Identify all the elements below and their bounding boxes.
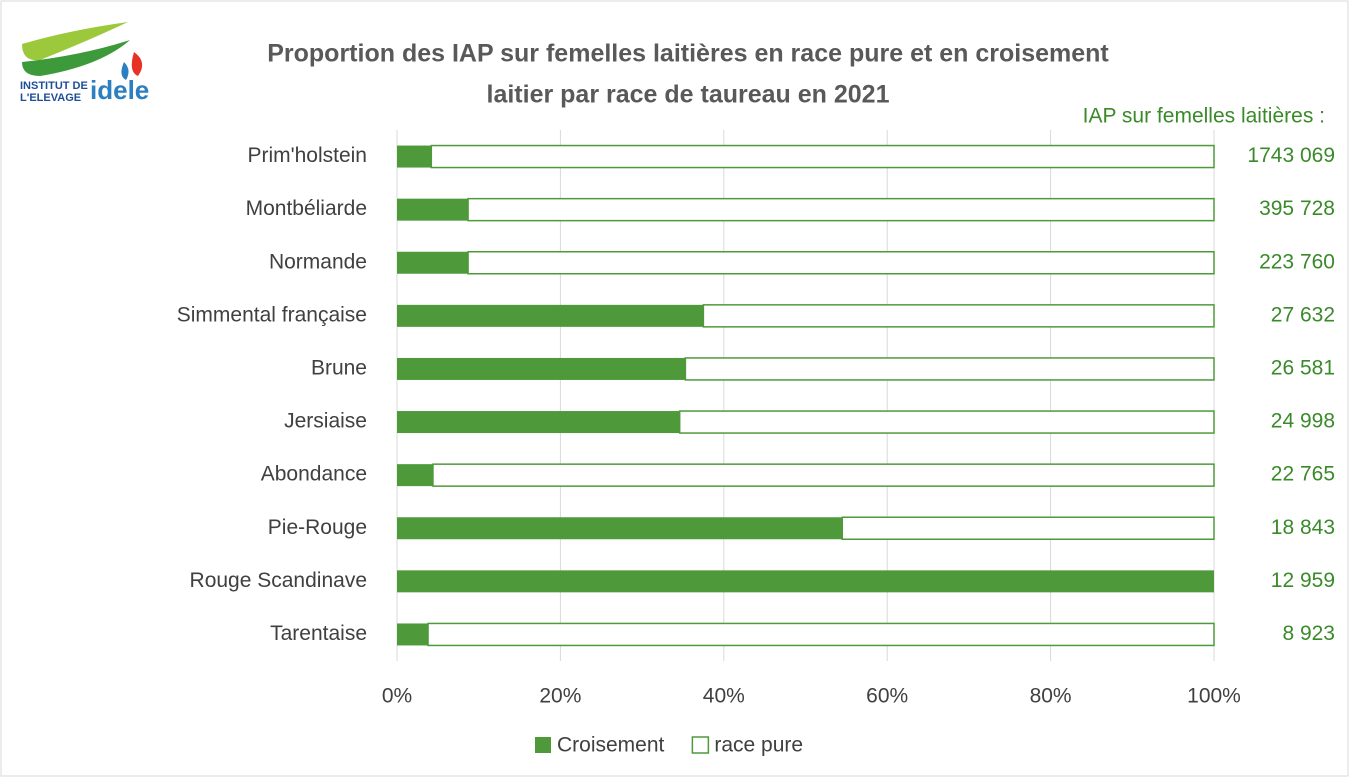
y-tick-label: Normande [269, 250, 367, 273]
total-label: 24 998 [1271, 410, 1335, 433]
total-label: 1743 069 [1247, 144, 1335, 167]
bar-segment [702, 304, 1215, 328]
bar-segment [397, 357, 686, 380]
x-tick-label: 40% [703, 685, 745, 708]
logo-drop [121, 62, 129, 80]
x-tick-label: 0% [382, 685, 412, 708]
y-tick-label: Jersiaise [284, 410, 367, 433]
bar-segment [397, 517, 843, 540]
total-label: 12 959 [1271, 569, 1335, 592]
total-label: 18 843 [1271, 516, 1335, 539]
chart-title: laitier par race de taureau en 2021 [487, 81, 890, 109]
logo: INSTITUT DE L'ELEVAGE idele [20, 22, 149, 105]
total-label: 223 760 [1259, 250, 1335, 273]
logo-brand: idele [90, 75, 149, 105]
bar-segment [397, 623, 429, 646]
bar-segment [427, 622, 1215, 647]
y-tick-label: Abondance [261, 463, 367, 486]
bar-segment [678, 410, 1215, 434]
legend-swatch [691, 736, 710, 754]
legend-label: race pure [714, 734, 803, 757]
bar-segment [430, 144, 1215, 169]
y-tick-label: Rouge Scandinave [190, 569, 367, 592]
x-tick-label: 80% [1030, 685, 1072, 708]
bar-segment [397, 198, 469, 221]
totals-header: IAP sur femelles laitières : [1083, 105, 1325, 128]
bar-segment [397, 570, 1214, 593]
y-tick-label: Tarentaise [270, 622, 367, 645]
bar-segment [397, 251, 469, 274]
logo-swoosh [22, 40, 130, 76]
total-label: 22 765 [1271, 463, 1335, 486]
logo-drop [131, 52, 143, 76]
bar-segment [684, 357, 1215, 381]
x-tick-label: 60% [866, 685, 908, 708]
x-tick-label: 20% [539, 685, 581, 708]
bar-segment [467, 197, 1215, 222]
total-label: 8 923 [1282, 622, 1335, 645]
logo-swoosh [22, 22, 128, 61]
legend-swatch [535, 737, 551, 753]
total-label: 395 728 [1259, 197, 1335, 220]
y-tick-label: Simmental française [177, 303, 367, 326]
bar-segment [432, 463, 1215, 487]
logo-text: INSTITUT DE [20, 80, 88, 92]
y-tick-label: Brune [311, 356, 367, 379]
chart-title: Proportion des IAP sur femelles laitière… [267, 40, 1109, 68]
bar-segment [841, 516, 1215, 540]
x-tick-label: 100% [1187, 685, 1241, 708]
total-label: 26 581 [1271, 356, 1335, 379]
bar-segment [467, 251, 1215, 275]
y-tick-label: Prim'holstein [247, 144, 367, 167]
y-tick-label: Montbéliarde [246, 197, 367, 220]
y-tick-label: Pie-Rouge [268, 516, 367, 539]
bar-segment [397, 464, 433, 487]
logo-text: L'ELEVAGE [20, 92, 81, 104]
legend-label: Croisement [557, 734, 665, 757]
bar-segment [397, 145, 432, 168]
bar-segment [397, 411, 680, 434]
total-label: 27 632 [1271, 303, 1335, 326]
bar-segment [397, 304, 704, 327]
